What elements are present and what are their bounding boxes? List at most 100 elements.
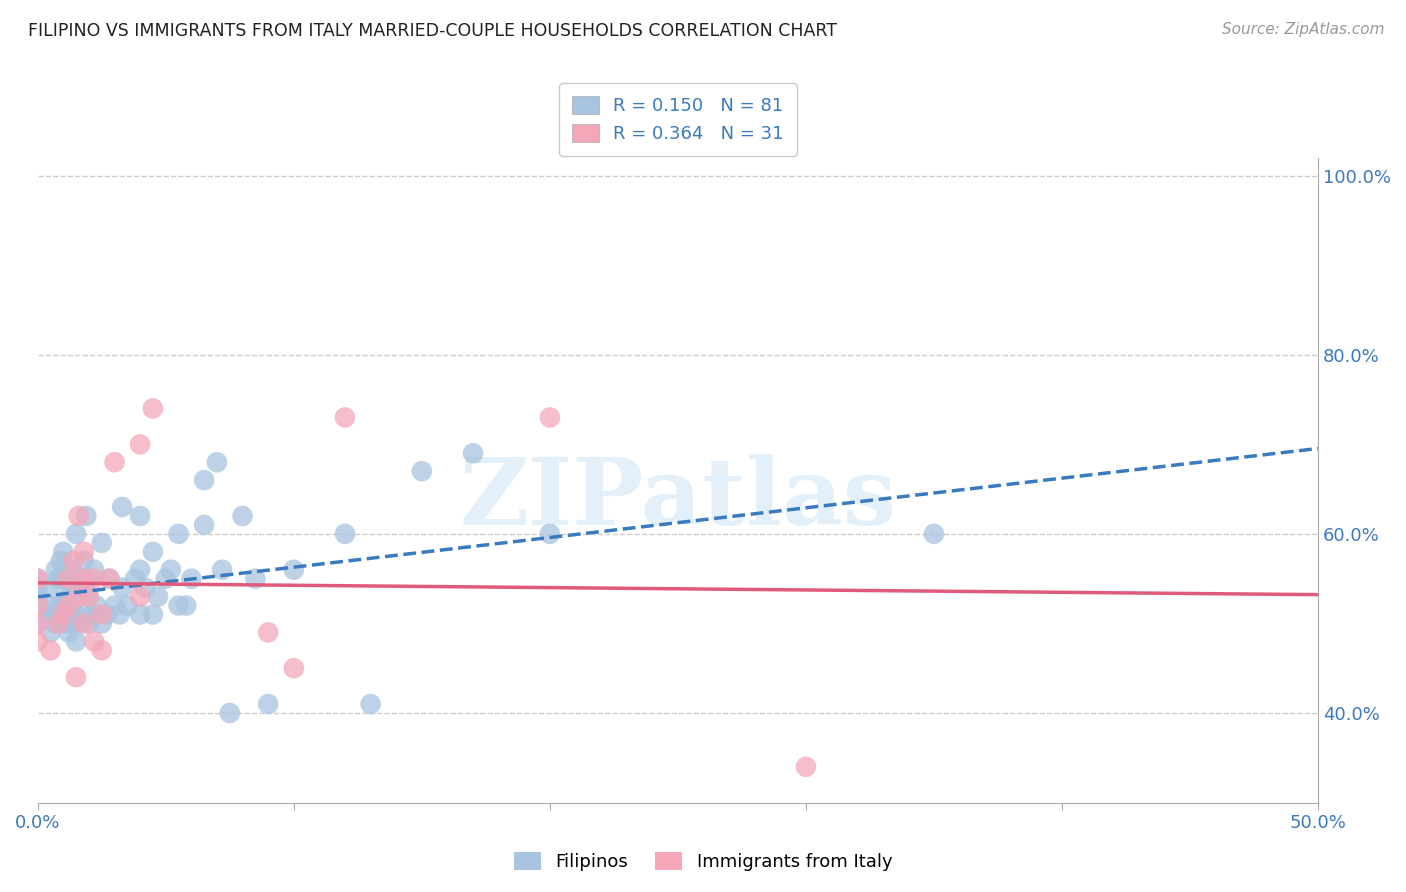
Point	[111, 500, 134, 514]
Point	[27, 572, 49, 586]
Point	[62, 554, 84, 568]
Point	[360, 697, 382, 711]
Point	[65, 670, 87, 684]
Point	[83, 607, 105, 622]
Point	[134, 581, 156, 595]
Point	[46, 599, 69, 613]
Point	[65, 590, 87, 604]
Point	[218, 706, 240, 720]
Point	[59, 563, 82, 577]
Point	[67, 616, 90, 631]
Point	[65, 527, 87, 541]
Point	[142, 607, 165, 622]
Point	[77, 590, 100, 604]
Point	[129, 508, 152, 523]
Point	[124, 572, 146, 586]
Point	[65, 634, 87, 648]
Point	[129, 437, 152, 451]
Point	[86, 599, 108, 613]
Point	[211, 563, 233, 577]
Point	[174, 599, 197, 613]
Point	[83, 572, 105, 586]
Point	[58, 590, 80, 604]
Legend: Filipinos, Immigrants from Italy: Filipinos, Immigrants from Italy	[506, 845, 900, 879]
Point	[90, 616, 112, 631]
Point	[77, 616, 100, 631]
Point	[142, 401, 165, 416]
Point	[52, 599, 75, 613]
Point	[90, 607, 112, 622]
Point	[146, 590, 169, 604]
Point	[108, 607, 131, 622]
Point	[58, 625, 80, 640]
Point	[45, 563, 67, 577]
Point	[193, 473, 215, 487]
Point	[794, 760, 817, 774]
Point	[117, 599, 139, 613]
Point	[155, 572, 177, 586]
Point	[142, 545, 165, 559]
Point	[52, 572, 75, 586]
Point	[73, 616, 96, 631]
Point	[73, 572, 96, 586]
Point	[45, 607, 67, 622]
Point	[52, 607, 75, 622]
Point	[27, 616, 49, 631]
Point	[257, 697, 280, 711]
Point	[73, 607, 96, 622]
Point	[167, 527, 190, 541]
Point	[283, 661, 305, 675]
Point	[58, 599, 80, 613]
Point	[39, 581, 62, 595]
Point	[103, 599, 125, 613]
Point	[73, 545, 96, 559]
Point	[27, 572, 49, 586]
Point	[49, 554, 72, 568]
Point	[27, 581, 49, 595]
Point	[129, 590, 152, 604]
Point	[67, 508, 90, 523]
Point	[77, 572, 100, 586]
Point	[232, 508, 254, 523]
Text: FILIPINO VS IMMIGRANTS FROM ITALY MARRIED-COUPLE HOUSEHOLDS CORRELATION CHART: FILIPINO VS IMMIGRANTS FROM ITALY MARRIE…	[28, 22, 837, 40]
Point	[205, 455, 228, 469]
Point	[83, 634, 105, 648]
Point	[96, 607, 118, 622]
Point	[129, 563, 152, 577]
Point	[39, 607, 62, 622]
Point	[59, 581, 82, 595]
Point	[90, 536, 112, 550]
Point	[45, 616, 67, 631]
Text: Source: ZipAtlas.com: Source: ZipAtlas.com	[1222, 22, 1385, 37]
Point	[333, 410, 356, 425]
Point	[90, 643, 112, 657]
Point	[75, 508, 97, 523]
Point	[160, 563, 183, 577]
Point	[39, 625, 62, 640]
Legend: R = 0.150   N = 81, R = 0.364   N = 31: R = 0.150 N = 81, R = 0.364 N = 31	[560, 83, 797, 156]
Point	[27, 599, 49, 613]
Point	[65, 607, 87, 622]
Point	[39, 643, 62, 657]
Point	[27, 616, 49, 631]
Point	[193, 517, 215, 532]
Point	[245, 572, 267, 586]
Point	[27, 634, 49, 648]
Point	[49, 607, 72, 622]
Point	[257, 625, 280, 640]
Point	[283, 563, 305, 577]
Text: ZIPatlas: ZIPatlas	[460, 455, 897, 544]
Point	[39, 599, 62, 613]
Point	[77, 590, 100, 604]
Point	[922, 527, 945, 541]
Point	[27, 590, 49, 604]
Point	[538, 410, 561, 425]
Point	[67, 590, 90, 604]
Point	[52, 545, 75, 559]
Point	[27, 607, 49, 622]
Point	[167, 599, 190, 613]
Point	[111, 581, 134, 595]
Point	[73, 554, 96, 568]
Point	[538, 527, 561, 541]
Point	[129, 607, 152, 622]
